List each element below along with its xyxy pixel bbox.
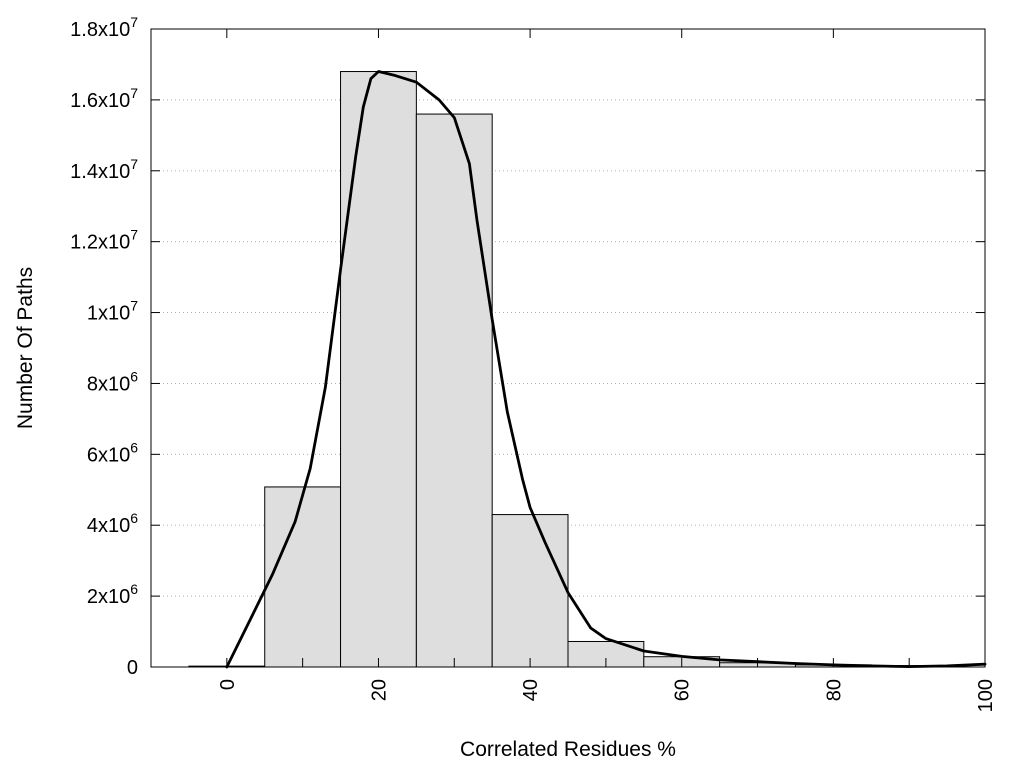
axis-ticks: 0 2x106 4x106 6x106 8x106 1x107 1.2x107 1.4x107…	[70, 14, 997, 712]
fit-curve	[225, 70, 987, 669]
x-tick-label: 20	[368, 679, 390, 701]
histogram-bar	[415, 113, 493, 668]
x-tick-label: 60	[672, 679, 694, 701]
y-tick-label: 1.8x107	[70, 14, 138, 41]
y-tick-label: 1x107	[87, 298, 138, 325]
y-tick-label: 1.6x107	[70, 85, 138, 112]
y-tick-label: 1.2x107	[70, 227, 138, 254]
histogram-bar	[264, 486, 342, 668]
histogram-bar	[340, 71, 417, 668]
y-axis-label: Number Of Paths	[14, 267, 37, 429]
histogram-bars	[188, 71, 948, 668]
y-tick-label: 2x106	[87, 581, 138, 608]
y-tick-label: 8x106	[87, 368, 138, 395]
fit-curve-group	[225, 70, 987, 669]
y-tick-label: 0	[127, 657, 138, 679]
plot-frame	[150, 28, 986, 668]
x-tick-label: 100	[975, 679, 997, 712]
x-tick-label: 80	[823, 679, 845, 701]
histogram-bar	[491, 514, 569, 668]
x-axis-label: Correlated Residues %	[460, 738, 676, 761]
x-tick-label: 40	[520, 679, 542, 701]
y-tick-label: 1.4x107	[70, 156, 138, 183]
y-tick-label: 4x106	[87, 510, 138, 537]
x-tick-label: 0	[217, 679, 239, 690]
y-tick-label: 6x106	[87, 439, 138, 466]
